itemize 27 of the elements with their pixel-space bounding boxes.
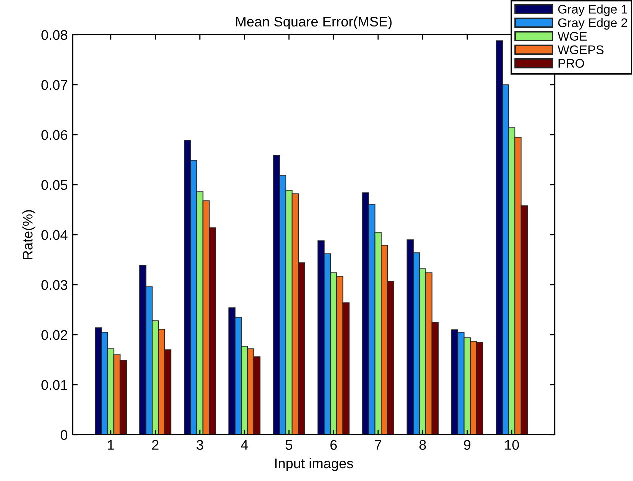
y-axis-title: Rate(%) [22, 210, 36, 260]
y-tick-label: 0 [60, 430, 68, 440]
y-tick-label: 0.07 [42, 80, 68, 90]
x-tick-label: 9 [464, 440, 471, 450]
x-tick-label: 6 [330, 440, 338, 450]
y-tick-label: 0.01 [42, 380, 68, 390]
legend-label: WGE [558, 32, 588, 41]
y-tick-label: 0.06 [42, 130, 68, 140]
y-tick-label: 0.08 [42, 30, 68, 40]
x-tick-label: 10 [505, 440, 520, 450]
x-tick-label: 3 [196, 440, 204, 450]
x-tick-label: 7 [375, 440, 382, 450]
legend-label: PRO [558, 59, 584, 68]
y-tick-label: 0.05 [42, 180, 68, 190]
x-tick-label: 5 [286, 440, 293, 450]
y-tick-label: 0.02 [42, 330, 68, 340]
chart-title: Mean Square Error(MSE) [236, 16, 392, 30]
y-tick-label: 0.03 [42, 280, 68, 290]
x-tick-label: 1 [108, 440, 114, 450]
legend-label: Gray Edge 1 [558, 4, 628, 16]
x-tick-label: 8 [420, 440, 426, 450]
x-axis-title: Input images [276, 458, 354, 472]
y-tick-label: 0.04 [42, 230, 68, 240]
x-tick-label: 2 [152, 440, 159, 450]
x-tick-label: 4 [241, 440, 248, 450]
legend-label: Gray Edge 2 [558, 18, 628, 30]
legend-label: WGEPS [558, 46, 604, 54]
